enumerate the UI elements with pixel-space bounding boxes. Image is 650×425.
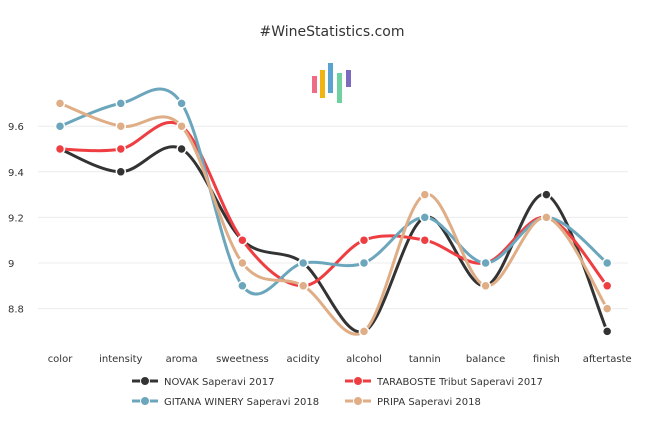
- data-point[interactable]: [419, 212, 431, 223]
- data-point[interactable]: [601, 326, 613, 337]
- legend-marker: [140, 396, 150, 406]
- data-point[interactable]: [480, 280, 491, 292]
- series-line: [58, 101, 609, 336]
- data-point[interactable]: [297, 280, 309, 292]
- logo-bar: [346, 70, 351, 87]
- legend-label: PRIPA Saperavi 2018: [377, 397, 481, 408]
- data-point[interactable]: [358, 326, 370, 337]
- y-tick-label: 9.4: [8, 168, 24, 179]
- data-point[interactable]: [176, 143, 187, 155]
- x-tick-label: acidity: [287, 354, 320, 365]
- data-point[interactable]: [358, 257, 370, 269]
- y-tick-label: 9: [8, 259, 14, 270]
- data-point[interactable]: [237, 234, 248, 246]
- data-point[interactable]: [115, 166, 127, 178]
- series-line: [58, 145, 609, 334]
- data-point[interactable]: [541, 189, 552, 200]
- data-point[interactable]: [176, 98, 187, 109]
- legend-label: NOVAK Saperavi 2017: [164, 377, 275, 388]
- data-point[interactable]: [480, 257, 491, 269]
- x-axis-tick-labels: color intensity aroma sweetness acidity alcoh…: [48, 354, 632, 365]
- data-point[interactable]: [419, 189, 431, 200]
- x-tick-label: aroma: [166, 354, 198, 365]
- data-point[interactable]: [601, 303, 613, 314]
- x-tick-label: finish: [533, 354, 560, 365]
- legend-item[interactable]: PRIPA Saperavi 2018: [345, 396, 481, 409]
- series-points: [54, 98, 613, 337]
- x-tick-label: color: [48, 354, 74, 365]
- y-tick-label: 9.6: [8, 122, 24, 133]
- y-tick-label: 8.8: [8, 305, 24, 316]
- x-tick-label: intensity: [99, 354, 142, 365]
- data-point[interactable]: [419, 234, 431, 246]
- legend-marker: [353, 376, 363, 386]
- legend-marker: [140, 376, 150, 386]
- legend-label: TARABOSTE Tribut Saperavi 2017: [376, 377, 543, 388]
- x-tick-label: tannin: [409, 354, 441, 365]
- legend-item[interactable]: GITANA WINERY Saperavi 2018: [132, 396, 319, 409]
- data-point[interactable]: [601, 280, 613, 292]
- data-point[interactable]: [115, 120, 127, 132]
- chart-title: #WineStatistics.com: [260, 24, 405, 40]
- y-tick-label: 9.2: [8, 213, 24, 224]
- data-point[interactable]: [54, 120, 66, 132]
- logo-bar: [312, 76, 317, 93]
- grid-lines: [38, 125, 628, 310]
- logo-bar: [320, 70, 325, 98]
- legend-marker: [353, 396, 363, 406]
- logo-bar: [337, 73, 342, 103]
- data-point[interactable]: [601, 257, 613, 269]
- bar-logo-icon: [312, 63, 351, 103]
- x-tick-label: alcohol: [346, 354, 382, 365]
- x-tick-label: sweetness: [216, 354, 269, 365]
- series-line: [58, 120, 609, 288]
- data-point[interactable]: [297, 257, 309, 269]
- data-point[interactable]: [358, 234, 370, 246]
- legend-item[interactable]: TARABOSTE Tribut Saperavi 2017: [345, 376, 543, 389]
- data-point[interactable]: [237, 280, 248, 292]
- data-point[interactable]: [54, 98, 66, 109]
- x-tick-label: aftertaste: [583, 354, 632, 365]
- x-tick-label: balance: [466, 354, 505, 365]
- series-line: [58, 87, 609, 296]
- data-point[interactable]: [176, 120, 187, 132]
- data-point[interactable]: [115, 143, 127, 155]
- y-axis-tick-labels: 8.8 9 9.2 9.4 9.6: [8, 122, 24, 315]
- legend: NOVAK Saperavi 2017 TARABOSTE Tribut Sape…: [132, 376, 543, 409]
- data-point[interactable]: [115, 98, 127, 109]
- data-point[interactable]: [541, 212, 552, 223]
- data-point[interactable]: [237, 257, 248, 269]
- legend-label: GITANA WINERY Saperavi 2018: [164, 397, 319, 408]
- logo-bar: [328, 63, 333, 93]
- legend-item[interactable]: NOVAK Saperavi 2017: [132, 376, 275, 389]
- data-point[interactable]: [54, 143, 66, 155]
